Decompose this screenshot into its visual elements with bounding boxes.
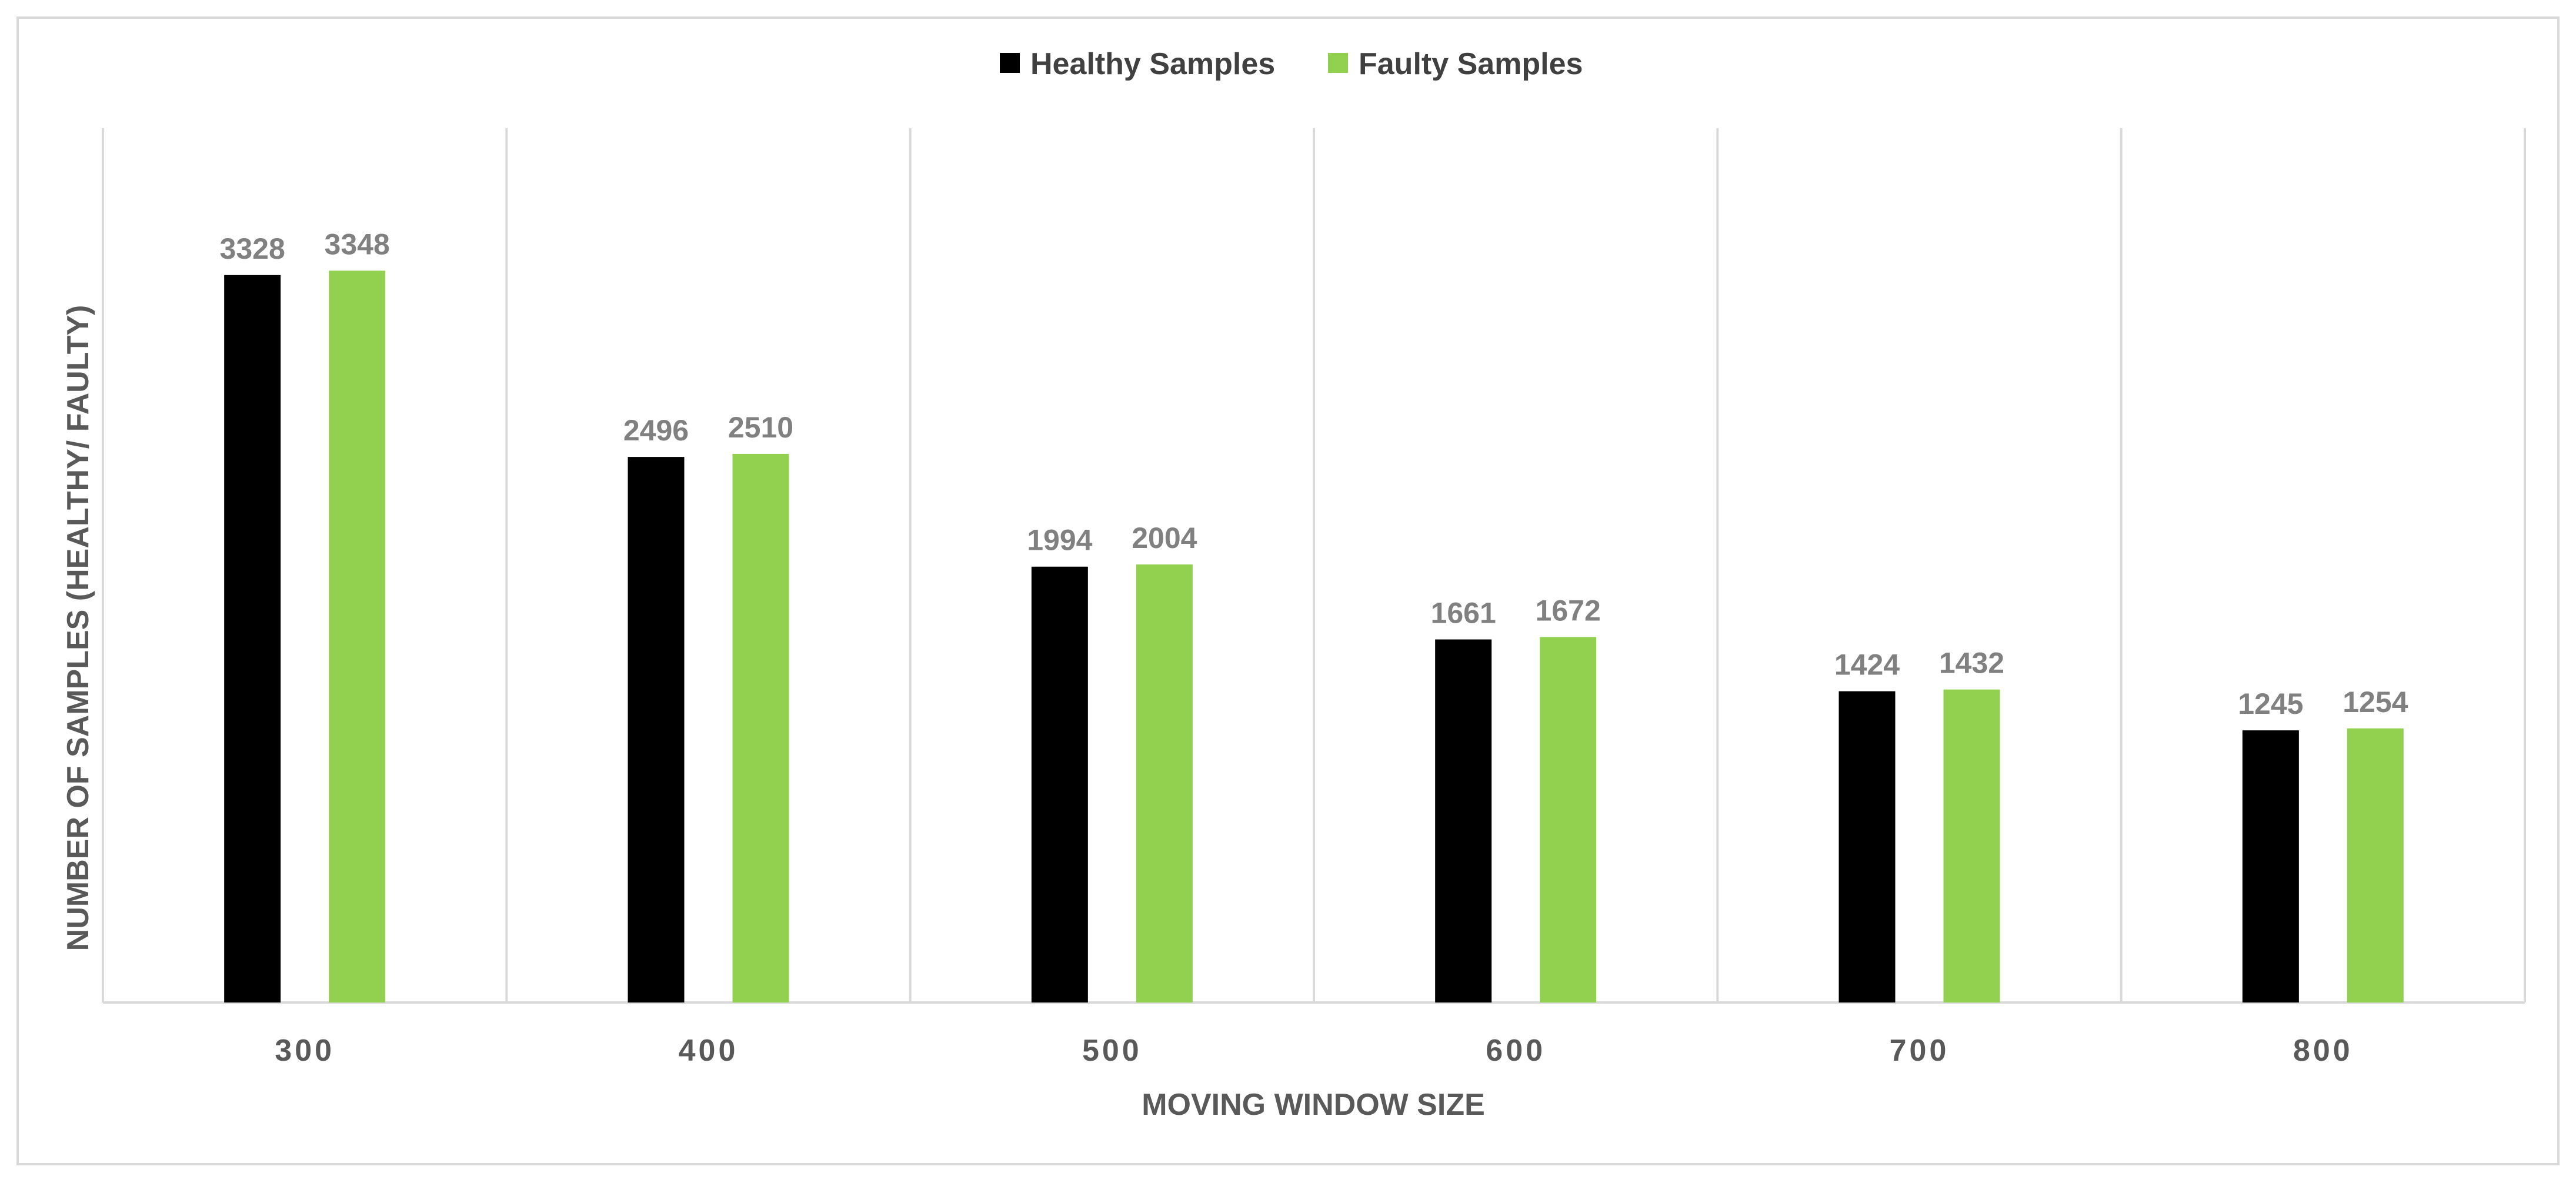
legend-swatch-faulty <box>1328 53 1348 73</box>
data-label-healthy-400: 2496 <box>623 414 689 447</box>
x-axis-title: MOVING WINDOW SIZE <box>1142 1088 1485 1122</box>
data-label-faulty-600: 1672 <box>1536 594 1601 627</box>
bar-faulty-700 <box>1943 689 2000 1002</box>
chart-frame <box>16 16 2560 1165</box>
y-axis-title: NUMBER OF SAMPLES (HEALTHY/ FAULTY) <box>61 305 95 951</box>
x-tick-label-500: 500 <box>1082 1034 1142 1068</box>
x-tick-label-400: 400 <box>679 1034 739 1068</box>
data-label-healthy-500: 1994 <box>1027 524 1092 557</box>
x-tick-label-800: 800 <box>2293 1034 2353 1068</box>
data-label-faulty-500: 2004 <box>1132 522 1197 554</box>
data-label-healthy-800: 1245 <box>2238 687 2303 720</box>
bar-healthy-500 <box>1031 566 1088 1002</box>
bar-faulty-300 <box>329 270 386 1003</box>
x-tick-labels: 300 400 500 600 700 800 <box>275 1034 2353 1068</box>
legend-swatch-healthy <box>1000 53 1020 73</box>
x-tick-label-600: 600 <box>1486 1034 1546 1068</box>
data-labels: 3328 3348 2496 2510 1994 2004 1661 1672 1424 1432… <box>220 228 2408 720</box>
bar-healthy-300 <box>224 275 281 1002</box>
data-label-faulty-700: 1432 <box>1939 647 2004 680</box>
x-tick-label-700: 700 <box>1890 1034 1950 1068</box>
x-tick-label-300: 300 <box>275 1034 335 1068</box>
bars <box>224 270 2404 1003</box>
data-label-healthy-600: 1661 <box>1431 597 1496 630</box>
legend: Healthy Samples Faulty Samples <box>1000 47 1583 81</box>
data-label-healthy-700: 1424 <box>1834 649 1900 681</box>
bar-faulty-600 <box>1540 637 1597 1002</box>
bar-healthy-400 <box>628 457 685 1002</box>
legend-label-faulty: Faulty Samples <box>1359 47 1583 81</box>
data-label-faulty-400: 2510 <box>728 411 793 444</box>
bar-faulty-800 <box>2347 728 2404 1002</box>
bar-healthy-800 <box>2242 730 2299 1002</box>
data-label-healthy-300: 3328 <box>220 232 285 265</box>
data-label-faulty-300: 3348 <box>325 228 390 260</box>
bar-faulty-500 <box>1136 564 1193 1002</box>
gridlines <box>102 128 2526 1004</box>
bar-healthy-600 <box>1435 639 1492 1002</box>
legend-label-healthy: Healthy Samples <box>1030 47 1275 81</box>
bar-healthy-700 <box>1838 691 1896 1002</box>
bar-faulty-400 <box>732 453 789 1002</box>
data-label-faulty-800: 1254 <box>2343 686 2408 719</box>
